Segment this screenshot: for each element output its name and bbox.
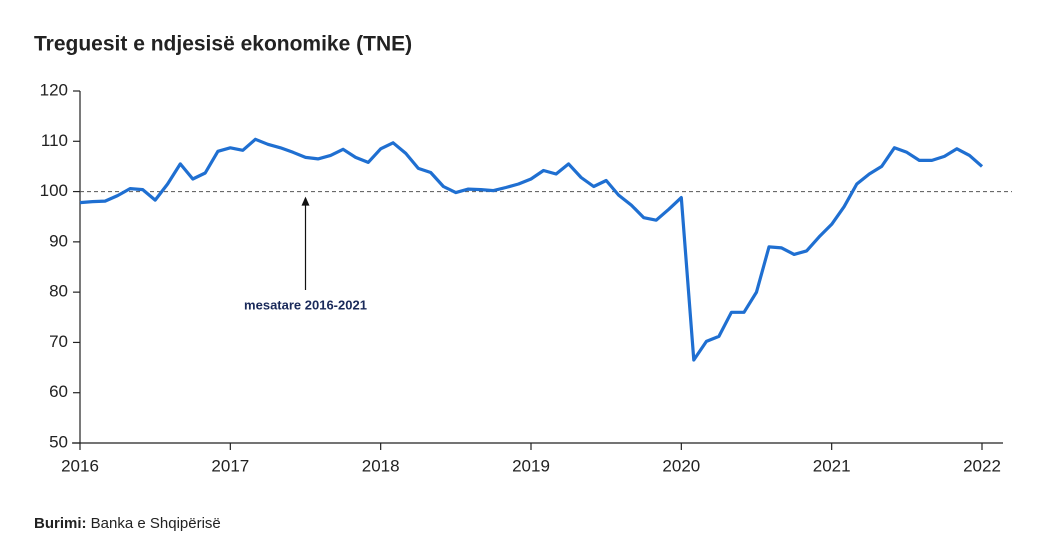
line (79, 137, 984, 362)
y-tick-label: 120 (40, 80, 68, 99)
source-label: Burimi: (34, 515, 87, 532)
x-tick-label: 2017 (211, 456, 249, 475)
x-tick-label: 2016 (61, 456, 99, 475)
y-tick-label: 70 (49, 332, 68, 351)
source: Burimi: Banka e Shqipërisë (34, 515, 221, 532)
y-tick-label: 90 (49, 231, 68, 250)
y-tick-label: 110 (41, 131, 68, 150)
y-tick-label: 50 (49, 432, 68, 451)
chart-title: Treguesit e ndjesisë ekonomike (TNE) (34, 33, 412, 56)
annotation: mesatare 2016-2021 (244, 297, 367, 312)
y-tick-label: 80 (49, 282, 68, 301)
annotation-arrowhead (301, 196, 310, 206)
x-tick-label: 2021 (813, 456, 851, 475)
x-tick-label: 2018 (362, 456, 400, 475)
x-tick-label: 2019 (512, 456, 550, 475)
x-tick-label: 2022 (963, 456, 1001, 475)
y-tick-label: 100 (40, 181, 68, 200)
y-tick-label: 60 (49, 382, 68, 401)
x-tick-label: 2020 (662, 456, 700, 475)
source-text: Banka e Shqipërisë (91, 515, 221, 532)
